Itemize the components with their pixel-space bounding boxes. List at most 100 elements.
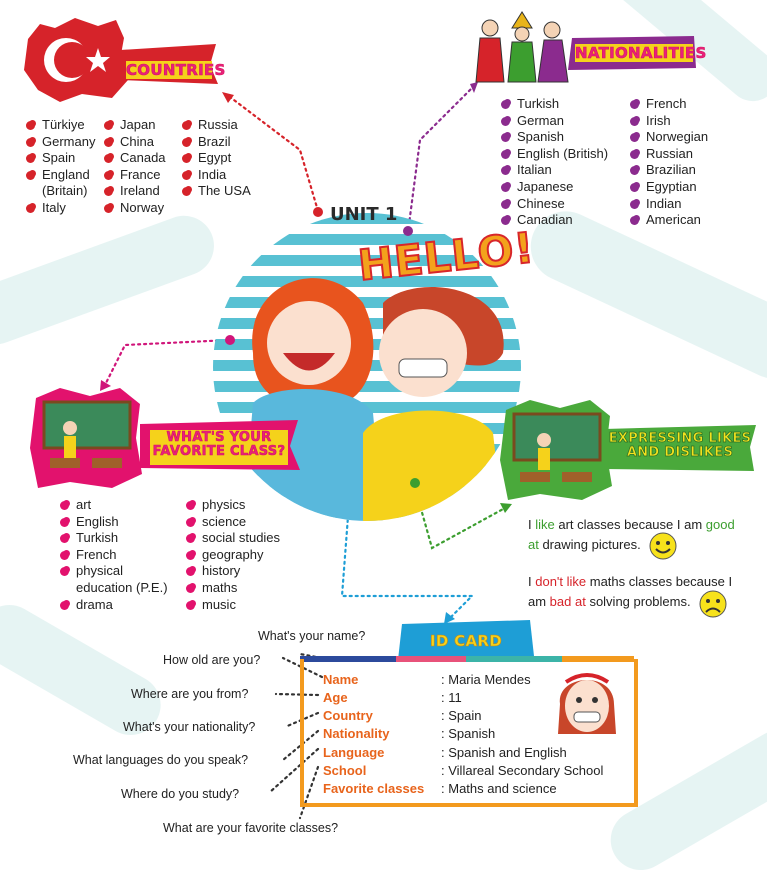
question: What languages do you speak?	[73, 753, 249, 767]
nationalities-heading: NATIONALITIES	[575, 44, 707, 63]
list-item: English	[60, 514, 178, 531]
like-sentence: I like art classes because I am good at …	[528, 515, 738, 555]
unit-title: UNIT 1	[330, 204, 398, 225]
card-value: Spanish	[448, 726, 496, 741]
text: maths classes because I am	[528, 574, 733, 609]
nationalities-list-1: Turkish German Spanish English (British)…	[501, 96, 621, 229]
list-item: Germany	[26, 134, 108, 151]
card-stripe	[396, 656, 466, 662]
connector-dot	[410, 478, 420, 488]
list-item: Canadian	[501, 212, 621, 229]
question: What's your nationality?	[123, 720, 256, 734]
countries-heading: COUNTRIES	[126, 61, 226, 80]
list-item: Turkish	[60, 530, 178, 547]
classroom-icon	[30, 388, 142, 488]
card-row-language: Language: Spanish and English	[323, 745, 567, 760]
id-card	[300, 659, 638, 807]
likes-ribbon	[604, 425, 756, 471]
list-item: maths	[186, 580, 296, 597]
card-label: Age	[323, 690, 348, 705]
keyword: don't like	[535, 574, 587, 589]
list-item: Italian	[501, 162, 621, 179]
question: How old are you?	[163, 653, 261, 667]
smiley-face-icon	[648, 531, 678, 561]
card-value: Villareal Secondary School	[448, 763, 604, 778]
list-item: music	[186, 597, 296, 614]
classes-list-1: art English Turkish French physical educ…	[60, 497, 178, 613]
keyword: bad at	[549, 594, 586, 609]
list-item: English (British)	[501, 146, 621, 163]
card-label: School	[323, 763, 367, 778]
list-item: Russian	[630, 146, 740, 163]
people-in-costumes-icon	[472, 10, 576, 90]
idcard-heading: ID CARD	[430, 632, 502, 651]
keyword: good at	[528, 517, 735, 552]
list-item: Indian	[630, 196, 740, 213]
list-item: Spanish	[501, 129, 621, 146]
list-item: history	[186, 563, 296, 580]
list-item: Italy	[26, 200, 108, 217]
question: Where are you from?	[131, 687, 249, 701]
list-item: Chinese	[501, 196, 621, 213]
connector-dot	[225, 335, 235, 345]
countries-list-3: Russia Brazil Egypt India The USA	[182, 117, 272, 200]
classroom-icon	[500, 400, 612, 500]
nationalities-list-2: French Irish Norwegian Russian Brazilian…	[630, 96, 740, 229]
idcard-connector	[340, 488, 475, 620]
card-stripe	[466, 656, 562, 662]
card-value: Maria Mendes	[448, 672, 531, 687]
card-row-favorite-classes: Favorite classes: Maths and science	[323, 781, 557, 796]
list-item: Turkish	[501, 96, 621, 113]
connector-dot	[403, 226, 413, 236]
card-row-school: School: Villareal Secondary School	[323, 763, 604, 778]
classes-connector	[103, 338, 232, 387]
list-item: Norwegian	[630, 129, 740, 146]
question: What's your name?	[258, 629, 366, 643]
list-item: Brazilian	[630, 162, 740, 179]
idcard-ribbon	[398, 620, 534, 660]
question: What are your favorite classes?	[163, 821, 339, 835]
list-item: drama	[60, 597, 178, 614]
keyword: like	[535, 517, 555, 532]
list-item: Japanese	[501, 179, 621, 196]
text: solving problems.	[585, 594, 691, 609]
list-item: Egypt	[182, 150, 272, 167]
list-item: physical education (P.E.)	[60, 563, 178, 596]
text: drawing pictures.	[538, 537, 641, 552]
dislike-sentence: I don't like maths classes because I am …	[528, 572, 743, 612]
list-item: Brazil	[182, 134, 272, 151]
card-value: Spain	[448, 708, 482, 723]
classes-heading: WHAT'S YOUR FAVORITE CLASS?	[150, 430, 288, 465]
card-stripe	[300, 656, 396, 662]
list-item: American	[630, 212, 740, 229]
nationalities-connector	[406, 86, 474, 234]
list-item: France	[104, 167, 184, 184]
sad-face-icon	[698, 589, 728, 619]
list-item: Norway	[104, 200, 184, 217]
question: Where do you study?	[121, 787, 240, 801]
list-item: physics	[186, 497, 296, 514]
card-value: 11	[448, 690, 462, 705]
connector-dot	[313, 207, 323, 217]
card-label: Country	[323, 708, 373, 723]
countries-connector	[228, 95, 320, 213]
list-item: science	[186, 514, 296, 531]
list-item: German	[501, 113, 621, 130]
list-item: French	[630, 96, 740, 113]
list-item: England (Britain)	[26, 167, 108, 200]
text: art classes because I am	[554, 517, 706, 532]
list-item: social studies	[186, 530, 296, 547]
list-item: French	[60, 547, 178, 564]
list-item: Japan	[104, 117, 184, 134]
list-item: Spain	[26, 150, 108, 167]
countries-list-1: Türkiye Germany Spain England (Britain) …	[26, 117, 108, 217]
card-row-age: Age: 11	[323, 690, 462, 705]
likes-connector	[412, 482, 507, 550]
list-item: The USA	[182, 183, 272, 200]
card-label: Name	[323, 672, 359, 687]
countries-list-2: Japan China Canada France Ireland Norway	[104, 117, 184, 217]
likes-heading: EXPRESSING LIKES AND DISLIKES	[608, 431, 752, 460]
card-row-nationality: Nationality: Spanish	[323, 726, 496, 741]
text: I	[528, 574, 536, 589]
list-item: Russia	[182, 117, 272, 134]
